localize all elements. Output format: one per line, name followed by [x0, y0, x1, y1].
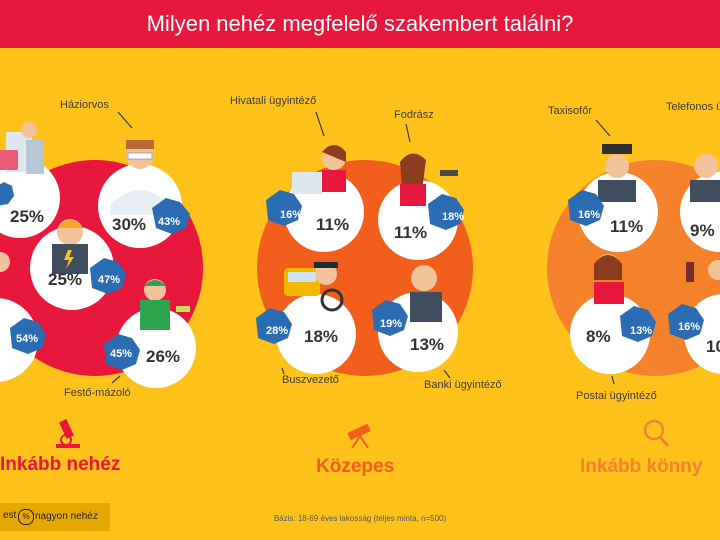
- job-easy-4-value: 10: [706, 337, 720, 356]
- legend-badge: %: [18, 509, 34, 525]
- job-easy-2: Telefonos ügyfélszolg 9%: [666, 101, 720, 252]
- group-label-medium: Közepes: [316, 456, 394, 477]
- job-medium-2-blue: 18%: [442, 211, 464, 223]
- legend: est % nagyon nehéz: [0, 503, 110, 531]
- job-hard-5: 26% 45% Festő-mázoló: [64, 279, 196, 399]
- job-medium-4-blue: 19%: [380, 318, 402, 330]
- job-hard-2-value: 30%: [112, 215, 146, 234]
- job-hard-2: Háziorvos 30% 43%: [60, 99, 190, 248]
- group-label-hard: Inkább nehéz: [0, 454, 120, 475]
- job-hard-3-value: 25%: [48, 270, 82, 289]
- job-medium-4: 13% 19% Banki ügyintéző: [372, 265, 502, 391]
- job-easy-3: 8% 13% Postai ügyintéző: [570, 254, 657, 402]
- page-title: Milyen nehéz megfelelő szakembert találn…: [146, 11, 574, 36]
- job-medium-1-blue: 16%: [280, 209, 302, 221]
- job-medium-3-label: Buszvezető: [282, 374, 339, 386]
- job-medium-2: Fodrász 11% 18%: [378, 109, 464, 260]
- job-medium-3-value: 18%: [304, 327, 338, 346]
- job-medium-3-blue: 28%: [266, 325, 288, 337]
- magnifier-icon: [643, 419, 670, 447]
- job-medium-4-value: 13%: [410, 335, 444, 354]
- job-medium-1: Hivatali ügyintéző 11% 16%: [230, 95, 364, 252]
- footnote: Bázis: 18-69 éves lakosság (teljes minta…: [273, 514, 447, 523]
- legend-text-left: est: [3, 510, 17, 521]
- job-easy-1-value: 11%: [610, 217, 643, 236]
- job-hard-5-label: Festő-mázoló: [64, 387, 131, 399]
- job-hard-3: 25% 47%: [30, 219, 126, 310]
- job-easy-3-label: Postai ügyintéző: [576, 390, 657, 402]
- job-hard-1: 25%: [0, 122, 60, 238]
- job-hard-5-blue: 45%: [110, 348, 132, 360]
- telescope-icon: [347, 423, 371, 449]
- job-medium-3: 18% 28% Buszvezető: [256, 262, 356, 386]
- microscope-icon: [56, 419, 80, 448]
- legend-label: nagyon nehéz: [35, 511, 98, 522]
- job-easy-2-value: 9%: [690, 221, 715, 240]
- job-easy-1-label: Taxisofőr: [548, 105, 592, 117]
- job-hard-1-value: 25%: [10, 207, 44, 226]
- header-bar: Milyen nehéz megfelelő szakembert találn…: [0, 0, 720, 48]
- job-hard-2-blue: 43%: [158, 216, 180, 228]
- job-easy-3-value: 8%: [586, 327, 611, 346]
- job-hard-2-label: Háziorvos: [60, 99, 109, 111]
- job-easy-4: 10 16%: [668, 260, 720, 374]
- job-medium-1-value: 11%: [316, 215, 349, 234]
- job-hard-4: 54%: [0, 252, 46, 382]
- job-medium-4-label: Banki ügyintéző: [424, 379, 502, 391]
- group-label-easy: Inkább könny: [580, 456, 703, 477]
- job-hard-3-blue: 47%: [98, 274, 120, 286]
- map-hard-1-icon: [0, 182, 14, 206]
- job-medium-2-label: Fodrász: [394, 109, 434, 121]
- job-hard-4-blue: 54%: [16, 333, 38, 345]
- job-hard-5-value: 26%: [146, 347, 180, 366]
- job-medium-2-value: 11%: [394, 223, 427, 242]
- job-easy-1: Taxisofőr 11% 16%: [548, 105, 658, 252]
- job-easy-2-label: Telefonos ügyfélszolg: [666, 101, 720, 113]
- job-easy-3-blue: 13%: [630, 325, 652, 337]
- job-medium-1-label: Hivatali ügyintéző: [230, 95, 316, 107]
- job-easy-4-blue: 16%: [678, 321, 700, 333]
- job-easy-1-blue: 16%: [578, 209, 600, 221]
